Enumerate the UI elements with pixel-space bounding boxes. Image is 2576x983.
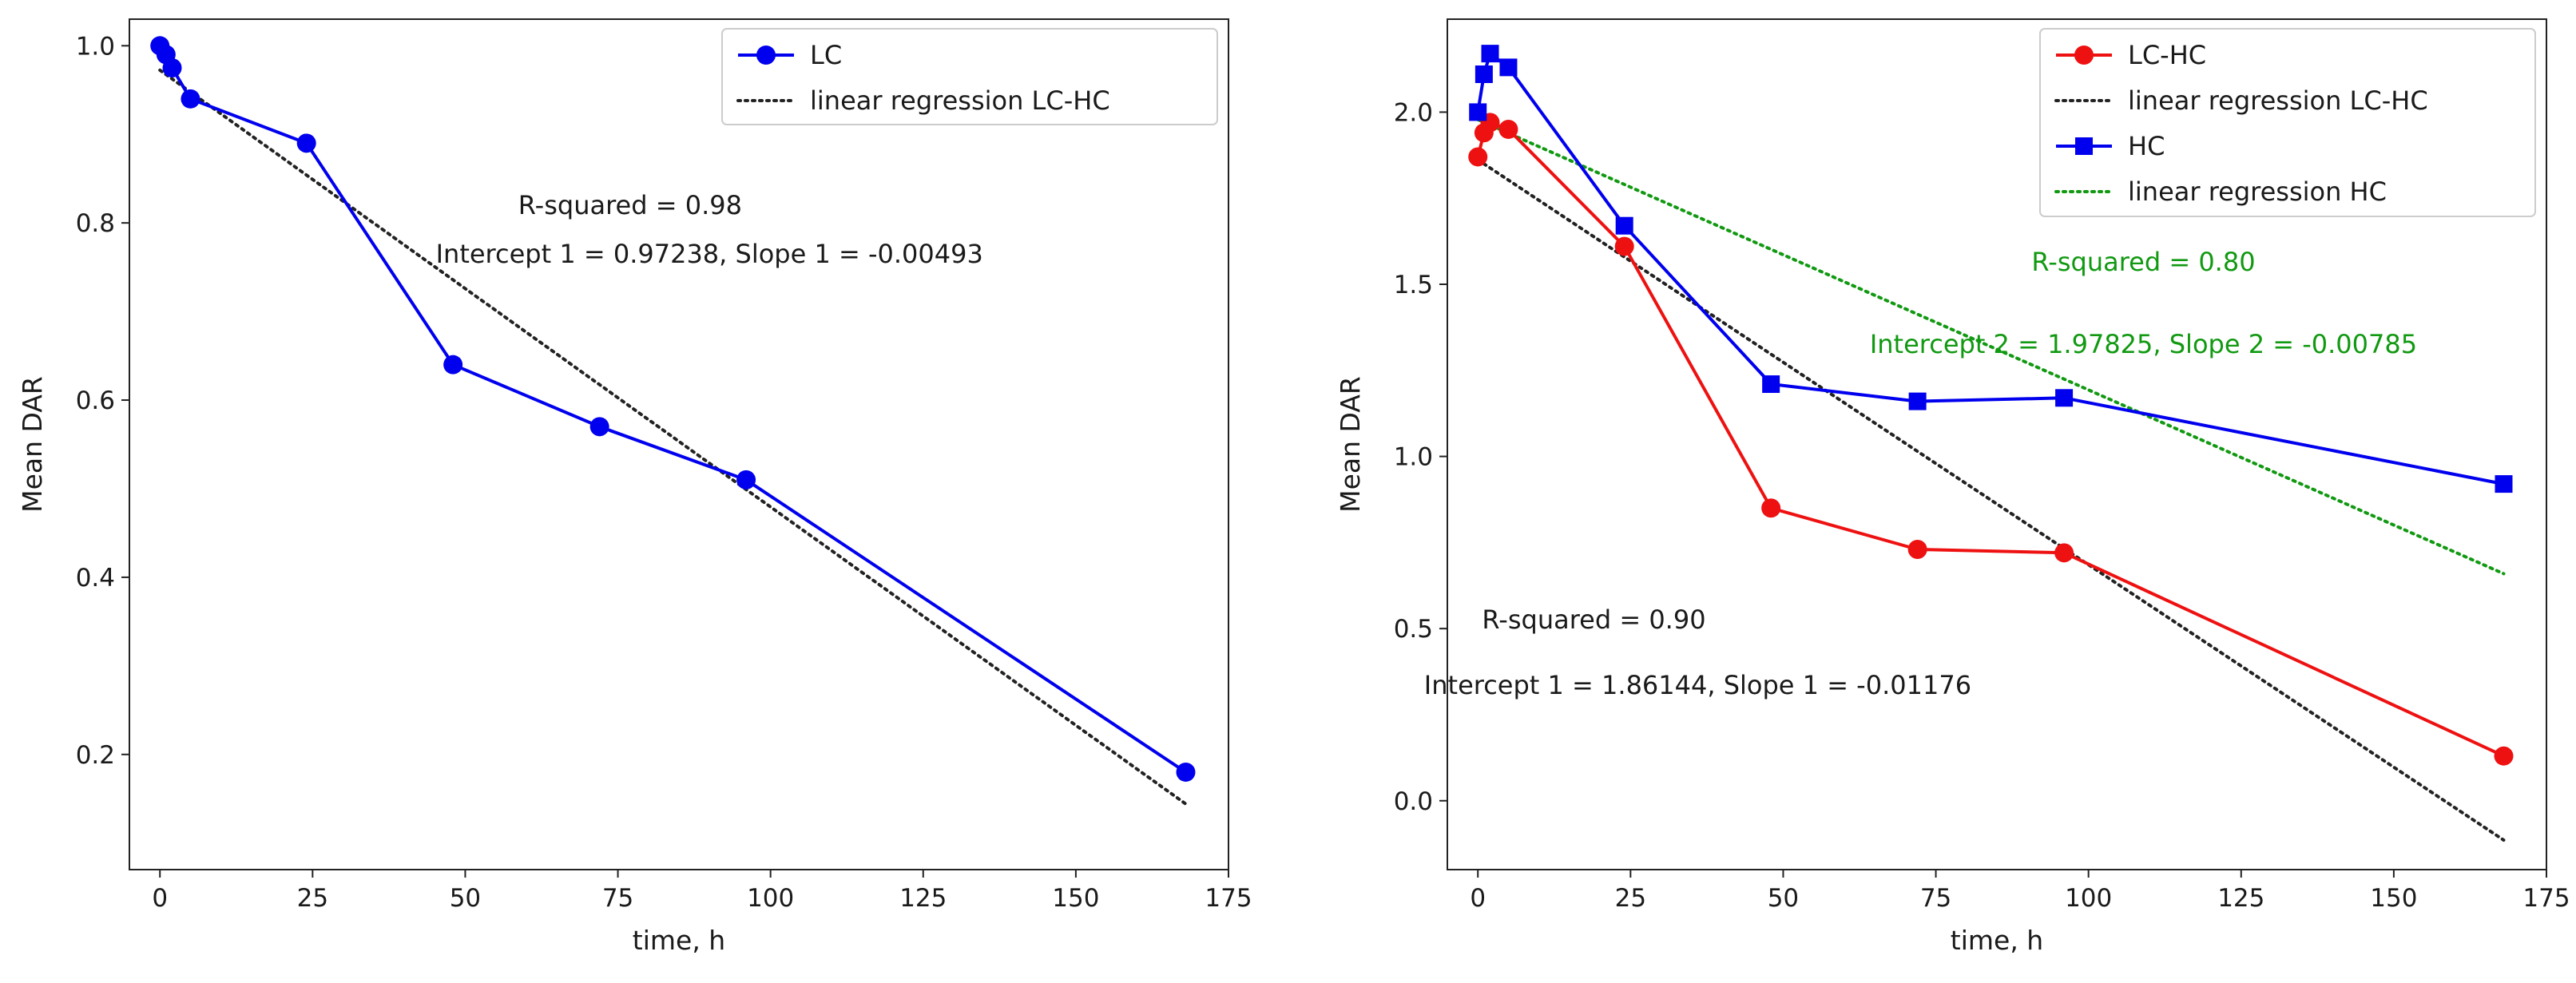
x-tick-label: 125: [2217, 884, 2264, 913]
annotation-text: Intercept 1 = 0.97238, Slope 1 = -0.0049…: [436, 239, 983, 269]
legend-box: [2039, 28, 2536, 217]
x-axis-ticks: 0 25 50 75 100 125 150 175: [152, 870, 1252, 913]
x-tick-label: 150: [2370, 884, 2417, 913]
legend: LC linear regression LC-HC: [721, 28, 1218, 125]
y-tick-label: 0.8: [76, 209, 115, 238]
data-point: [181, 89, 200, 109]
x-tick-label: 175: [1205, 884, 1252, 913]
data-point: [1498, 119, 1518, 139]
annotation-text: Intercept 2 = 1.97825, Slope 2 = -0.0078…: [1870, 329, 2417, 359]
legend-label: LC-HC: [2128, 40, 2206, 70]
series-lc: [150, 36, 1196, 782]
data-point: [1176, 762, 1196, 782]
y-axis-label: Mean DAR: [17, 376, 48, 513]
data-point: [1499, 58, 1518, 77]
data-point: [1908, 392, 1927, 410]
y-tick-label: 0.0: [1394, 787, 1433, 816]
data-point: [2494, 746, 2514, 766]
y-axis-label: Mean DAR: [1335, 376, 1366, 513]
y-tick-label: 0.4: [76, 564, 115, 593]
series-hc: [1469, 45, 2513, 493]
y-tick-label: 1.0: [76, 32, 115, 61]
data-point: [1614, 236, 1634, 256]
data-point: [1615, 216, 1633, 235]
x-tick-label: 125: [899, 884, 947, 913]
legend-label: linear regression LC-HC: [2128, 85, 2428, 116]
legend-item-linear-regression-lc-hc: linear regression LC-HC: [2054, 85, 2428, 116]
x-axis-label: time, h: [633, 925, 725, 956]
data-point: [1475, 65, 1493, 83]
y-tick-label: 2.0: [1394, 98, 1433, 127]
y-tick-label: 1.5: [1394, 271, 1433, 299]
legend-item-lc-hc: LC-HC: [2056, 40, 2206, 70]
x-tick-label: 100: [747, 884, 794, 913]
regression-line-linear-regression-lc-hc: [158, 68, 1188, 806]
legend-swatch-marker: [756, 46, 776, 65]
regression-line-linear-regression-hc: [1476, 117, 2506, 576]
x-tick-label: 100: [2065, 884, 2112, 913]
x-tick-label: 175: [2522, 884, 2570, 913]
legend-label: linear regression HC: [2128, 176, 2387, 207]
x-axis-label: time, h: [1951, 925, 2043, 956]
annotation-text: R-squared = 0.90: [1482, 604, 1705, 635]
plot-frame: [129, 18, 1229, 870]
data-point: [2054, 543, 2074, 563]
x-tick-label: 25: [297, 884, 328, 913]
legend-label: linear regression LC-HC: [810, 85, 1110, 116]
data-point: [1481, 45, 1499, 63]
y-tick-label: 1.0: [1394, 443, 1433, 472]
data-point: [1907, 540, 1927, 560]
x-tick-label: 0: [152, 884, 168, 913]
data-point: [736, 470, 756, 490]
legend-label: HC: [2128, 131, 2165, 161]
chart-panel-lc: 0 25 50 75 100 125 150 175 0.2 0.4 0.6 0.8 1.0 time, …: [17, 18, 1252, 956]
data-point: [2055, 389, 2074, 407]
legend-swatch-marker: [2074, 46, 2094, 65]
x-tick-label: 50: [1768, 884, 1799, 913]
annotation-text: Intercept 1 = 1.86144, Slope 1 = -0.0117…: [1424, 670, 1971, 700]
x-tick-label: 0: [1470, 884, 1486, 913]
x-tick-label: 50: [450, 884, 481, 913]
legend-box: [721, 28, 1218, 125]
x-tick-label: 75: [1920, 884, 1951, 913]
x-tick-label: 150: [1052, 884, 1099, 913]
legend-label: LC: [810, 40, 842, 70]
y-tick-label: 0.6: [76, 386, 115, 415]
legend-swatch-marker: [2075, 137, 2093, 155]
legend: LC-HC linear regression LC-HC HC linear reg…: [2039, 28, 2536, 217]
x-tick-label: 75: [602, 884, 633, 913]
legend-item-linear-regression-hc: linear regression HC: [2054, 176, 2387, 207]
legend-item-hc: HC: [2056, 131, 2165, 161]
data-point: [1762, 375, 1780, 394]
series-lc-hc: [1468, 113, 2514, 766]
data-point: [1468, 147, 1488, 167]
legend-item-linear-regression-lc-hc: linear regression LC-HC: [736, 85, 1110, 116]
annotation-text: R-squared = 0.80: [2031, 247, 2255, 277]
chart-panel-lc-hc-hc: 0 25 50 75 100 125 150 175 0.0 0.5 1.0 1.5 2.0 time, …: [1335, 18, 2570, 956]
data-point: [443, 355, 463, 375]
y-axis-ticks: 0.0 0.5 1.0 1.5 2.0: [1394, 98, 1447, 816]
plot-frame: [1447, 18, 2547, 870]
data-point: [1761, 498, 1781, 518]
y-axis-ticks: 0.2 0.4 0.6 0.8 1.0: [76, 32, 129, 770]
x-axis-ticks: 0 25 50 75 100 125 150 175: [1470, 870, 2570, 913]
y-tick-label: 0.2: [76, 741, 115, 770]
data-point: [1469, 103, 1487, 121]
data-point: [589, 417, 609, 437]
annotation-text: R-squared = 0.98: [518, 190, 742, 220]
legend-item-lc: LC: [738, 40, 842, 70]
data-point: [2495, 475, 2513, 493]
data-point: [162, 58, 182, 78]
data-point: [296, 133, 316, 153]
y-tick-label: 0.5: [1394, 615, 1433, 644]
x-tick-label: 25: [1615, 884, 1646, 913]
regression-line-linear-regression-lc-hc: [1476, 158, 2506, 842]
